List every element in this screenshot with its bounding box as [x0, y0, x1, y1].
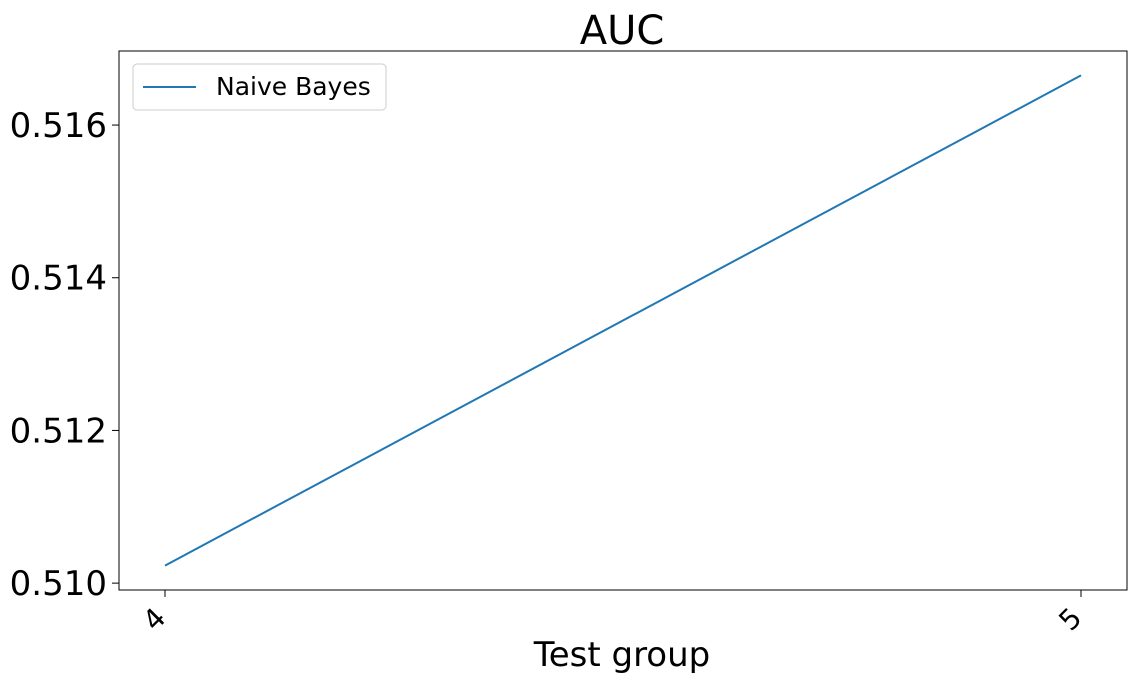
y-tick-label: 0.514 [10, 259, 107, 299]
y-tick-label: 0.512 [10, 411, 107, 451]
legend-label-naive-bayes: Naive Bayes [216, 72, 371, 101]
x-axis-label: Test group [533, 635, 711, 675]
series-line-naive-bayes [164, 74, 1082, 567]
chart-title: AUC [580, 8, 665, 54]
series-group [164, 74, 1082, 567]
y-axis-ticks: 0.510 0.512 0.514 0.516 [10, 106, 119, 604]
legend-box [132, 63, 387, 111]
x-tick-label: 5 [1052, 601, 1088, 637]
legend: Naive Bayes [132, 63, 387, 111]
plot-frame [118, 50, 1128, 591]
x-tick-label: 4 [136, 601, 172, 637]
y-tick-label: 0.510 [10, 564, 107, 604]
y-tick-label: 0.516 [10, 106, 107, 146]
